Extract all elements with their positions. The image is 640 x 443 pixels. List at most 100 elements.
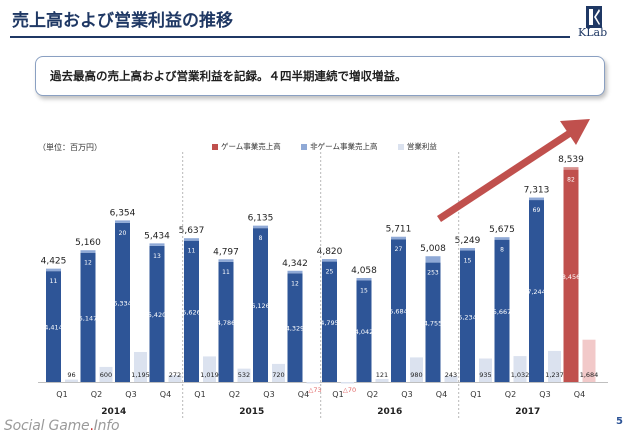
quarter-tick-label: Q1 — [470, 390, 481, 399]
page-number: 5 — [616, 416, 623, 427]
op-value-label: 600 — [100, 371, 112, 379]
total-value-label: 7,313 — [524, 186, 550, 196]
bar-game — [149, 245, 165, 382]
quarter-tick-label: Q3 — [539, 390, 550, 399]
total-value-label: 6,354 — [110, 208, 136, 218]
bar-nongame — [287, 270, 303, 274]
nongame-value-label: 25 — [326, 269, 334, 276]
bar-game — [391, 239, 406, 382]
quarter-tick-label: Q3 — [401, 390, 412, 399]
summary-callout: 過去最高の売上高および営業利益を記録。４四半期連続で増収増益。 — [35, 56, 605, 96]
nongame-value-label: 69 — [533, 207, 541, 214]
game-value-label: 5,684 — [389, 308, 408, 316]
total-value-label: 4,425 — [41, 257, 67, 267]
klab-logo-mark — [586, 6, 602, 28]
game-value-label: 6,334 — [113, 299, 132, 307]
quarter-tick-label: Q4 — [436, 390, 447, 399]
nongame-value-label: 20 — [119, 230, 127, 237]
quarter-tick-label: Q4 — [574, 390, 585, 399]
bar-nongame — [184, 238, 199, 241]
op-value-label: 121 — [376, 371, 388, 379]
klab-logo: KLab — [574, 6, 626, 40]
bar-op — [582, 339, 596, 382]
legend-label-game: ゲーム事業売上高 — [221, 142, 281, 151]
year-label: 2014 — [101, 407, 126, 417]
growth-arrow-shaft — [437, 130, 572, 222]
op-value-label: 1,195 — [131, 371, 150, 379]
bar-game — [529, 200, 544, 382]
nongame-value-label: 15 — [464, 258, 472, 265]
game-value-label: 8,456 — [562, 273, 581, 281]
nongame-value-label: 15 — [360, 287, 368, 294]
bar-game — [80, 252, 96, 382]
game-value-label: 5,420 — [148, 311, 167, 319]
quarter-tick-label: Q2 — [505, 390, 516, 399]
total-value-label: 5,711 — [386, 225, 412, 235]
quarter-tick-label: Q2 — [91, 390, 102, 399]
bar-op — [272, 363, 285, 382]
quarter-tick-label: Q1 — [56, 390, 67, 399]
op-value-label: 243 — [445, 371, 457, 379]
bar-op — [375, 378, 389, 382]
total-value-label: 5,675 — [489, 225, 515, 235]
year-label: 2016 — [377, 407, 402, 417]
op-value-label: 272 — [169, 371, 181, 379]
legend-item-op: 営業利益 — [397, 141, 437, 152]
bar-op — [306, 382, 320, 384]
bar-game — [356, 280, 372, 382]
game-value-label: 5,626 — [182, 308, 201, 316]
nongame-value-label: 13 — [153, 253, 161, 260]
bar-game — [184, 240, 199, 382]
bar-op — [203, 356, 216, 382]
quarter-tick-label: Q3 — [263, 390, 274, 399]
op-value-label: △70 — [343, 386, 356, 394]
game-value-label: 4,329 — [286, 325, 305, 333]
bar-nongame — [80, 250, 96, 253]
legend-swatch-game — [212, 144, 218, 150]
quarter-tick-label: Q3 — [125, 390, 136, 399]
nongame-value-label: 253 — [427, 270, 439, 277]
total-value-label: 5,434 — [144, 231, 170, 241]
bar-game — [253, 228, 268, 382]
bar-game — [46, 271, 61, 382]
total-value-label: 4,820 — [317, 247, 343, 257]
legend-label-op: 営業利益 — [406, 142, 437, 151]
bar-op — [479, 358, 492, 382]
legend-swatch-op — [397, 144, 404, 150]
nongame-value-label: 82 — [567, 177, 575, 184]
page-title: 売上高および営業利益の推移 — [12, 11, 233, 31]
op-value-label: 935 — [479, 371, 491, 379]
bar-nongame — [563, 167, 579, 170]
op-value-label: 532 — [238, 371, 250, 379]
quarter-tick-label: Q2 — [367, 390, 378, 399]
year-label: 2015 — [239, 407, 264, 417]
op-value-label: 1,684 — [580, 371, 599, 379]
watermark-text: Social Game — [4, 418, 90, 434]
bar-nongame — [46, 268, 61, 272]
bar-op — [341, 382, 354, 384]
op-value-label: 1,019 — [200, 371, 219, 379]
bar-op — [65, 379, 78, 382]
game-value-label: 6,126 — [251, 302, 270, 310]
unit-label: （単位：百万円） — [38, 143, 102, 152]
bar-nongame — [391, 236, 406, 240]
total-value-label: 4,797 — [213, 247, 239, 257]
op-value-label: 1,032 — [511, 371, 530, 379]
total-value-label: 5,008 — [420, 244, 446, 254]
bar-game — [460, 250, 475, 382]
quarter-tick-label: Q2 — [229, 390, 240, 399]
bar-nongame — [529, 197, 544, 201]
bar-nongame — [322, 259, 337, 262]
nongame-value-label: 11 — [188, 248, 196, 255]
game-value-label: 4,795 — [320, 319, 339, 327]
op-value-label: 720 — [272, 371, 284, 379]
total-value-label: 5,160 — [75, 238, 101, 248]
bar-op — [99, 366, 113, 382]
watermark-dot: . — [89, 418, 94, 434]
bar-op — [548, 350, 561, 382]
op-value-label: 980 — [410, 371, 422, 379]
callout-text: 過去最高の売上高および営業利益を記録。４四半期連続で増収増益。 — [50, 69, 407, 83]
legend-item-nongame: 非ゲーム事業売上高 — [301, 141, 377, 152]
game-value-label: 7,244 — [527, 288, 546, 296]
